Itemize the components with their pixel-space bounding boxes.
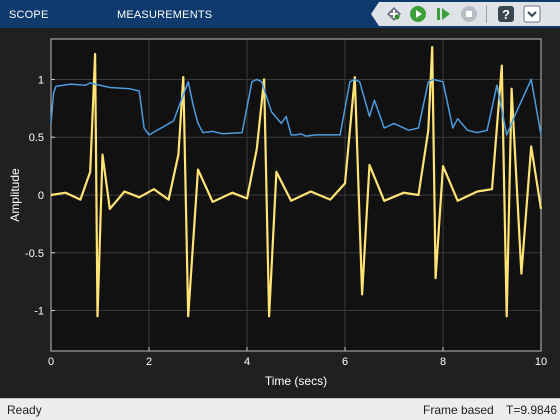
toolstrip: SCOPE MEASUREMENTS ?: [0, 0, 560, 28]
x-tick-label: 4: [244, 356, 250, 368]
series-yellow-line: [50, 46, 543, 318]
help-icon[interactable]: ?: [496, 4, 516, 24]
status-text: Ready: [7, 403, 42, 417]
svg-text:?: ?: [502, 7, 510, 22]
x-tick-label: 8: [440, 356, 446, 368]
x-tick-label: 2: [146, 356, 152, 368]
status-bar: Ready Frame based T=9.9846: [0, 398, 560, 420]
x-tick-label: 10: [535, 356, 547, 368]
run-icon[interactable]: [408, 4, 428, 24]
stop-icon[interactable]: [459, 4, 479, 24]
y-tick-label: -0.5: [25, 248, 44, 260]
y-axis-label: Amplitude: [8, 168, 22, 222]
scope-display: 0 2 4 6 8 10 1 0.5 0 -0.5 -1 Time (secs) Amplitude: [0, 28, 560, 398]
y-tick-label: 0: [38, 190, 44, 202]
x-tick-label: 6: [342, 356, 348, 368]
simulation-time: T=9.9846: [506, 403, 558, 417]
tab-scope[interactable]: SCOPE: [9, 9, 49, 21]
y-tick-label: 0.5: [29, 132, 44, 144]
x-tick-label: 0: [48, 356, 54, 368]
step-forward-icon[interactable]: [433, 4, 453, 24]
highlight-signal-icon[interactable]: [384, 4, 404, 24]
x-axis-label: Time (secs): [265, 374, 327, 388]
simulation-mode: Frame based: [423, 403, 494, 417]
tab-measurements[interactable]: MEASUREMENTS: [117, 9, 213, 21]
expand-toolstrip-icon[interactable]: [522, 4, 542, 24]
time-plot[interactable]: 0 2 4 6 8 10 1 0.5 0 -0.5 -1 Time (secs) Amplitude: [0, 28, 560, 398]
toolbar-separator: [486, 5, 487, 23]
y-tick-label: -1: [34, 306, 44, 318]
series-blue-line: [50, 78, 542, 137]
y-tick-label: 1: [38, 74, 44, 86]
